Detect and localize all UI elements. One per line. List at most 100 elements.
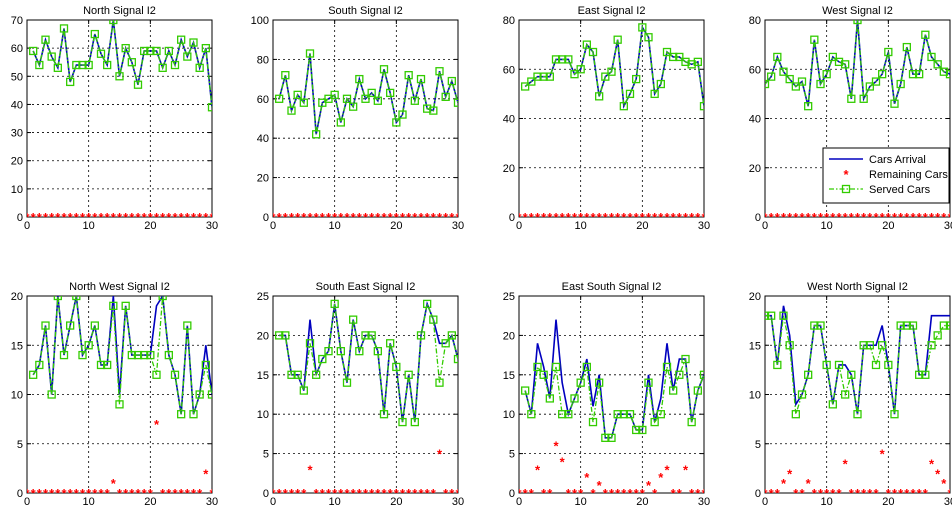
remaining-cars-marker: *: [849, 210, 855, 225]
remaining-cars-marker: *: [818, 486, 824, 501]
remaining-cars-marker: *: [843, 210, 849, 225]
remaining-cars-marker: *: [375, 486, 381, 501]
served-cars-marker: [884, 360, 893, 370]
served-cars-marker: [90, 321, 99, 330]
remaining-cars-marker: *: [24, 210, 30, 225]
served-cars-marker: [146, 350, 155, 360]
y-tick-label: 15: [749, 340, 761, 352]
served-cars-marker: [908, 321, 918, 330]
served-cars-marker: [35, 60, 44, 70]
served-cars-marker: [312, 130, 321, 139]
remaining-cars-marker: *: [172, 210, 178, 225]
remaining-cars-marker: *: [166, 486, 172, 501]
served-cars-marker: [570, 394, 579, 403]
remaining-cars-marker: *: [209, 486, 215, 501]
served-cars-marker: [687, 60, 696, 69]
served-cars-marker: [59, 24, 69, 33]
remaining-cars-marker: *: [603, 210, 609, 225]
chart-title: East Signal I2: [578, 5, 646, 17]
served-cars-marker: [453, 98, 458, 107]
y-tick-label: 60: [503, 64, 515, 76]
chart-title: North Signal I2: [83, 5, 156, 17]
remaining-cars-marker: *: [326, 486, 332, 501]
grid-lines: [765, 296, 950, 493]
served-cars-marker: [410, 96, 419, 105]
remaining-cars-marker: *: [332, 210, 338, 225]
remaining-cars-marker: *: [425, 210, 431, 225]
served-cars-marker: [927, 52, 936, 62]
served-cars-marker: [195, 390, 204, 399]
remaining-cars-marker: *: [671, 210, 677, 225]
remaining-cars-marker: *: [935, 210, 941, 225]
served-cars-marker: [847, 94, 856, 103]
remaining-cars-marker: *: [701, 210, 707, 225]
served-cars-marker: [103, 60, 112, 70]
remaining-cars-marker: *: [92, 210, 98, 225]
served-cars-marker: [588, 417, 598, 427]
served-cars-marker: [527, 410, 536, 419]
served-cars-marker: [404, 71, 413, 80]
served-cars-marker: [878, 70, 887, 79]
served-cars-marker: [765, 79, 770, 89]
axes-frame: [272, 19, 459, 218]
served-cars-marker: [791, 82, 800, 91]
served-cars-marker: [293, 90, 302, 100]
remaining-cars-marker: *: [898, 486, 904, 501]
served-cars-marker: [915, 70, 924, 79]
served-cars-marker: [312, 370, 321, 379]
served-cars-marker: [53, 63, 62, 72]
served-cars-marker: [96, 360, 106, 370]
remaining-cars-marker: *: [799, 210, 805, 225]
remaining-cars-marker: *: [892, 210, 898, 225]
subplot-1: North Signal I20102030010203040506070***…: [11, 5, 218, 232]
x-tick-label: 10: [83, 220, 95, 232]
remaining-cars-marker: *: [818, 210, 824, 225]
remaining-cars-marker: *: [61, 486, 67, 501]
remaining-cars-marker: *: [683, 462, 689, 477]
x-tick-label: 0: [762, 220, 768, 232]
remaining-cars-marker: *: [344, 486, 350, 501]
served-cars-marker: [152, 46, 161, 56]
remaining-cars-marker: *: [516, 210, 522, 225]
grid-lines: [519, 20, 704, 217]
remaining-cars-marker: *: [886, 210, 892, 225]
served-cars-marker: [595, 378, 604, 387]
served-cars-marker: [133, 80, 143, 89]
remaining-cars-marker: *: [553, 210, 559, 225]
remaining-cars-marker: *: [363, 210, 369, 225]
y-tick-label: 20: [749, 291, 761, 303]
x-tick-label: 30: [206, 220, 218, 232]
served-cars-marker: [435, 378, 444, 387]
y-tick-label: 20: [11, 291, 23, 303]
remaining-cars-marker: *: [55, 486, 61, 501]
remaining-cars-marker: *: [609, 486, 615, 501]
remaining-cars-marker: *: [787, 466, 793, 481]
remaining-cars-marker: *: [535, 210, 541, 225]
remaining-cars-marker: *: [111, 476, 117, 491]
remaining-cars-marker: *: [135, 486, 141, 501]
served-cars-marker: [177, 410, 186, 419]
remaining-cars-marker: *: [677, 486, 683, 501]
remaining-cars-marker: *: [320, 486, 326, 501]
served-cars-marker: [545, 394, 554, 403]
remaining-cars-marker: *: [197, 486, 203, 501]
served-cars-marker: [441, 92, 450, 101]
served-cars-marker: [669, 52, 678, 62]
remaining-cars-marker: *: [584, 210, 590, 225]
y-tick-label: 80: [749, 15, 761, 27]
served-cars-marker: [447, 76, 456, 86]
served-cars-marker: [558, 55, 567, 64]
remaining-cars-marker: *: [326, 210, 332, 225]
remaining-cars-marker: *: [98, 486, 104, 501]
remaining-cars-marker: *: [603, 486, 609, 501]
served-cars-marker: [902, 321, 911, 330]
remaining-cars-marker: *: [191, 210, 197, 225]
served-cars-marker: [367, 88, 376, 98]
y-tick-label: 15: [11, 340, 23, 352]
x-tick-label: 10: [329, 220, 341, 232]
served-cars-marker: [183, 321, 192, 330]
remaining-cars-marker: *: [855, 210, 861, 225]
remaining-cars-marker: *: [68, 486, 74, 501]
y-tick-label: 50: [11, 71, 23, 83]
